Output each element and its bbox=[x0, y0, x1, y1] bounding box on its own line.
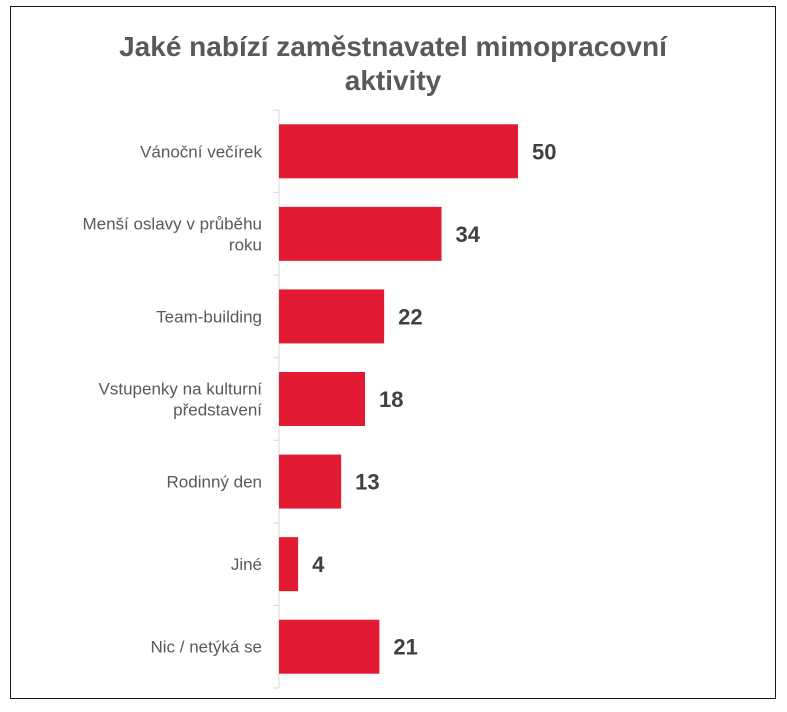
category-label-line: Team-building bbox=[156, 307, 262, 326]
chart-title: Jaké nabízí zaměstnavatel mimopracovní a… bbox=[10, 30, 776, 98]
bar bbox=[279, 289, 385, 344]
category-label-line: Vstupenky na kulturní bbox=[99, 380, 263, 399]
data-label: 18 bbox=[379, 387, 403, 412]
bar bbox=[279, 372, 366, 426]
data-label: 34 bbox=[456, 222, 481, 247]
category-label-line: představení bbox=[173, 401, 262, 420]
category-label-line: Menší oslavy v průběhu bbox=[82, 214, 262, 233]
category-label: Jiné bbox=[231, 555, 262, 574]
bar bbox=[279, 537, 299, 592]
bar bbox=[279, 619, 380, 674]
category-label-line: roku bbox=[229, 235, 262, 254]
data-label: 13 bbox=[355, 470, 379, 495]
category-label: Menší oslavy v průběhu roku bbox=[82, 214, 262, 254]
chart-frame bbox=[10, 6, 776, 699]
data-label: 21 bbox=[393, 635, 417, 660]
chart-title-line-2: aktivity bbox=[344, 65, 442, 96]
data-label: 22 bbox=[398, 304, 422, 329]
category-label-line: Rodinný den bbox=[167, 473, 262, 492]
category-label: Rodinný den bbox=[167, 473, 262, 492]
bar bbox=[279, 206, 442, 261]
category-label-line: Vánoční večírek bbox=[140, 142, 262, 161]
category-label: Team-building bbox=[156, 307, 262, 326]
bar bbox=[279, 454, 342, 509]
data-label: 50 bbox=[532, 139, 556, 164]
data-label: 4 bbox=[312, 552, 325, 577]
category-label-line: Jiné bbox=[231, 555, 262, 574]
category-label: Vstupenky na kulturní představení bbox=[99, 380, 263, 420]
category-label: Nic / netýká se bbox=[151, 638, 263, 657]
category-label-line: Nic / netýká se bbox=[151, 638, 263, 657]
chart-title-line-1: Jaké nabízí zaměstnavatel mimopracovní bbox=[119, 31, 667, 62]
category-label: Vánoční večírek bbox=[140, 142, 262, 161]
bar bbox=[279, 124, 518, 179]
